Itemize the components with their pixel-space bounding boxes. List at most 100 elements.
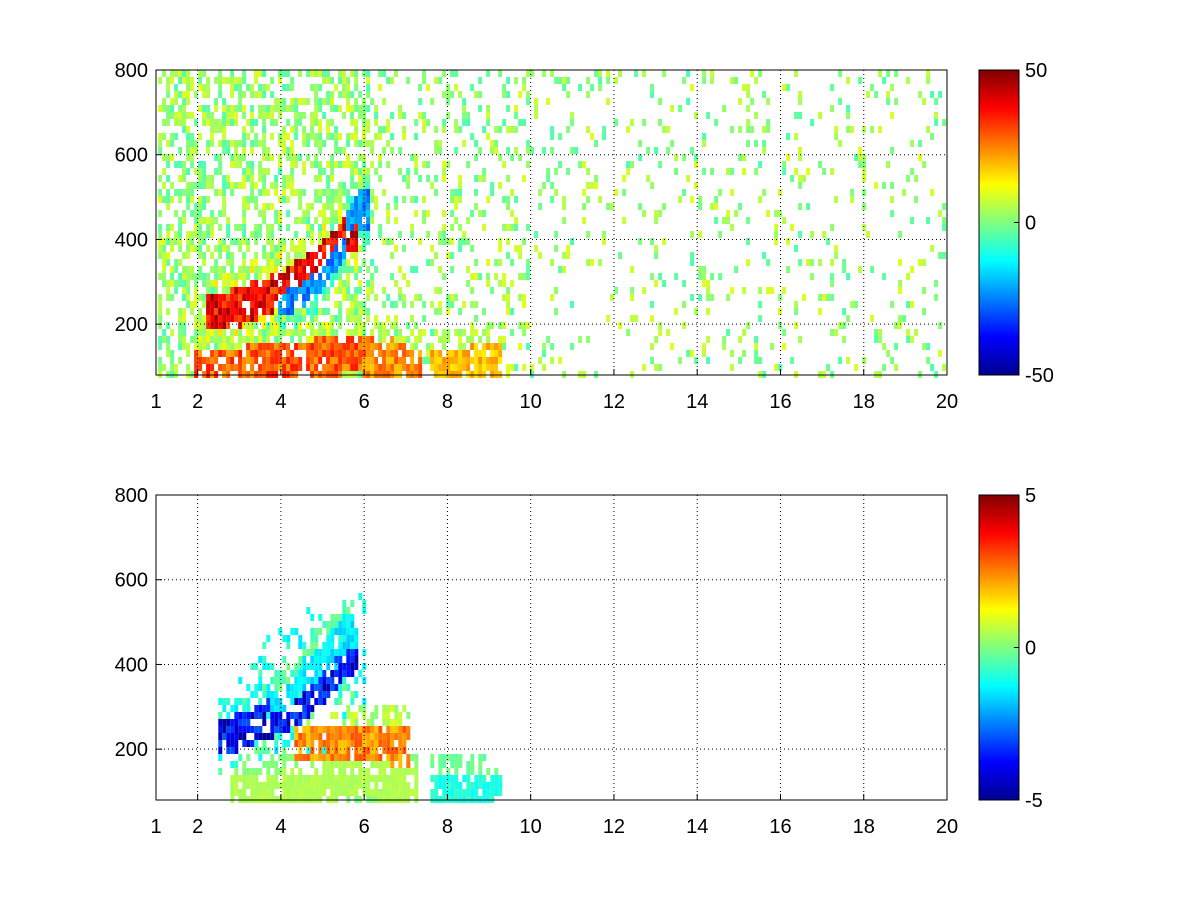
heatmap-cell: [214, 315, 219, 322]
heatmap-cell: [234, 301, 239, 308]
heatmap-cell: [370, 329, 375, 336]
heatmap-cell: [822, 231, 827, 238]
heatmap-cell: [250, 726, 255, 733]
heatmap-cell: [358, 224, 363, 231]
heatmap-cell: [210, 357, 215, 364]
heatmap-cell: [350, 301, 355, 308]
heatmap-cell: [330, 280, 335, 287]
heatmap-cell: [290, 754, 295, 761]
heatmap-cell: [382, 782, 387, 789]
heatmap-cell: [362, 140, 367, 147]
heatmap-cell: [450, 782, 455, 789]
heatmap-cell: [482, 224, 487, 231]
heatmap-cell: [182, 126, 187, 133]
heatmap-cell: [694, 308, 699, 315]
heatmap-cell: [386, 712, 391, 719]
heatmap-cell: [742, 287, 747, 294]
heatmap-cell: [926, 70, 931, 77]
heatmap-cell: [378, 336, 383, 343]
heatmap-cell: [366, 77, 371, 84]
heatmap-cell: [942, 217, 947, 224]
heatmap-cell: [278, 754, 283, 761]
heatmap-cell: [322, 70, 327, 77]
heatmap-cell: [186, 147, 191, 154]
heatmap-cell: [222, 733, 227, 740]
heatmap-cell: [514, 105, 519, 112]
heatmap-cell: [330, 210, 335, 217]
heatmap-cell: [350, 119, 355, 126]
heatmap-cell: [306, 726, 311, 733]
heatmap-cell: [270, 754, 275, 761]
heatmap-cell: [342, 203, 347, 210]
heatmap-cell: [522, 301, 527, 308]
heatmap-cell: [350, 112, 355, 119]
heatmap-cell: [294, 189, 299, 196]
heatmap-cell: [306, 308, 311, 315]
heatmap-cell: [226, 364, 231, 371]
heatmap-cell: [330, 315, 335, 322]
heatmap-cell: [186, 98, 191, 105]
heatmap-cell: [170, 329, 175, 336]
heatmap-cell: [190, 273, 195, 280]
heatmap-cell: [426, 84, 431, 91]
heatmap-cell: [742, 329, 747, 336]
heatmap-cell: [674, 273, 679, 280]
heatmap-cell: [318, 140, 323, 147]
heatmap-cell: [306, 698, 311, 705]
heatmap-cell: [438, 147, 443, 154]
heatmap-cell: [798, 259, 803, 266]
heatmap-cell: [406, 322, 411, 329]
heatmap-cell: [186, 280, 191, 287]
heatmap-cell: [394, 245, 399, 252]
heatmap-cell: [402, 782, 407, 789]
heatmap-cell: [606, 70, 611, 77]
heatmap-cell: [482, 789, 487, 796]
heatmap-cell: [318, 789, 323, 796]
heatmap-cell: [266, 238, 271, 245]
heatmap-cell: [346, 98, 351, 105]
heatmap-cell: [434, 175, 439, 182]
heatmap-cell: [538, 357, 543, 364]
heatmap-cell: [378, 740, 383, 747]
heatmap-cell: [818, 294, 823, 301]
heatmap-cell: [730, 287, 735, 294]
heatmap-cell: [218, 238, 223, 245]
heatmap-cell: [798, 112, 803, 119]
heatmap-cell: [338, 761, 343, 768]
heatmap-cell: [298, 154, 303, 161]
heatmap-cell: [334, 775, 339, 782]
heatmap-cell: [526, 140, 531, 147]
heatmap-cell: [554, 189, 559, 196]
heatmap-cell: [298, 287, 303, 294]
heatmap-cell: [290, 712, 295, 719]
heatmap-cell: [250, 357, 255, 364]
heatmap-cell: [390, 301, 395, 308]
heatmap-cell: [458, 754, 463, 761]
heatmap-cell: [178, 147, 183, 154]
heatmap-cell: [190, 161, 195, 168]
heatmap-cell: [230, 726, 235, 733]
heatmap-cell: [610, 294, 615, 301]
heatmap-cell: [182, 252, 187, 259]
heatmap-cell: [310, 761, 315, 768]
heatmap-cell: [502, 91, 507, 98]
heatmap-cell: [442, 329, 447, 336]
heatmap-cell: [206, 301, 211, 308]
heatmap-cell: [254, 252, 259, 259]
heatmap-cell: [390, 343, 395, 350]
heatmap-cell: [206, 273, 211, 280]
heatmap-cell: [238, 698, 243, 705]
heatmap-cell: [882, 364, 887, 371]
heatmap-cell: [338, 189, 343, 196]
heatmap-cell: [738, 336, 743, 343]
heatmap-cell: [290, 189, 295, 196]
heatmap-cell: [358, 782, 363, 789]
x-tick-label: 16: [769, 816, 791, 838]
heatmap-cell: [266, 357, 271, 364]
heatmap-cell: [266, 635, 271, 642]
heatmap-cell: [230, 761, 235, 768]
heatmap-cell: [782, 168, 787, 175]
heatmap-cell: [258, 789, 263, 796]
heatmap-cell: [462, 112, 467, 119]
heatmap-cell: [282, 308, 287, 315]
